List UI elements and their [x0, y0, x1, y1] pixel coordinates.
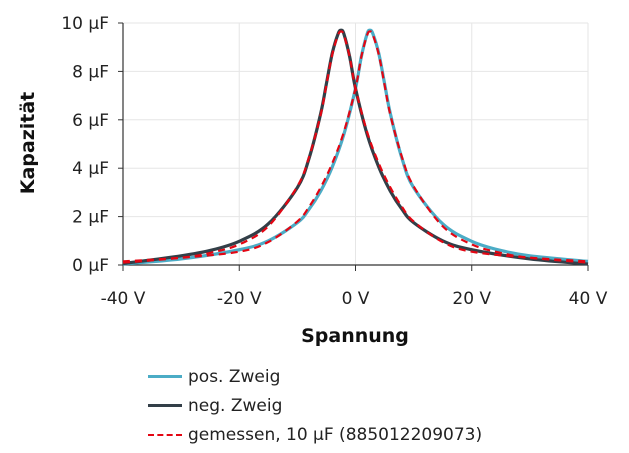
- y-axis-title: Kapazität: [17, 92, 39, 195]
- legend-swatch-measured: [148, 433, 182, 436]
- series-line-0: [122, 28, 589, 266]
- tick-labels: 0 µF 2 µF 4 µF 6 µF 8 µF 10 µF -40 V -20 V 0 V 20…: [61, 14, 607, 309]
- axes: [118, 22, 589, 271]
- grid: [123, 22, 589, 265]
- y-tick-label: 10 µF: [61, 14, 109, 34]
- legend-label-pos: pos. Zweig: [188, 366, 281, 387]
- series-line-1: [122, 28, 589, 266]
- x-tick-label: 20 V: [452, 289, 491, 309]
- legend-label-neg: neg. Zweig: [188, 395, 283, 416]
- x-tick-label: 40 V: [569, 289, 608, 309]
- series-line-2: [122, 30, 589, 264]
- legend-swatch-pos: [148, 375, 182, 378]
- x-tick-label: 0 V: [342, 289, 370, 309]
- legend-item-pos: pos. Zweig: [148, 362, 482, 391]
- y-tick-label: 2 µF: [72, 208, 109, 228]
- y-tick-label: 0 µF: [72, 256, 109, 276]
- legend: pos. Zweig neg. Zweig gemessen, 10 µF (8…: [148, 362, 482, 449]
- legend-item-neg: neg. Zweig: [148, 391, 482, 420]
- series-line-2: [122, 30, 589, 264]
- y-tick-label: 6 µF: [72, 111, 109, 131]
- x-axis-title: Spannung: [301, 325, 409, 347]
- y-tick-label: 8 µF: [72, 62, 109, 82]
- x-tick-label: -20 V: [217, 289, 262, 309]
- series-lines: [122, 28, 589, 266]
- x-tick-label: -40 V: [101, 289, 146, 309]
- legend-item-measured: gemessen, 10 µF (885012209073): [148, 420, 482, 449]
- legend-label-measured: gemessen, 10 µF (885012209073): [188, 424, 483, 445]
- y-tick-label: 4 µF: [72, 159, 109, 179]
- legend-swatch-neg: [148, 404, 182, 407]
